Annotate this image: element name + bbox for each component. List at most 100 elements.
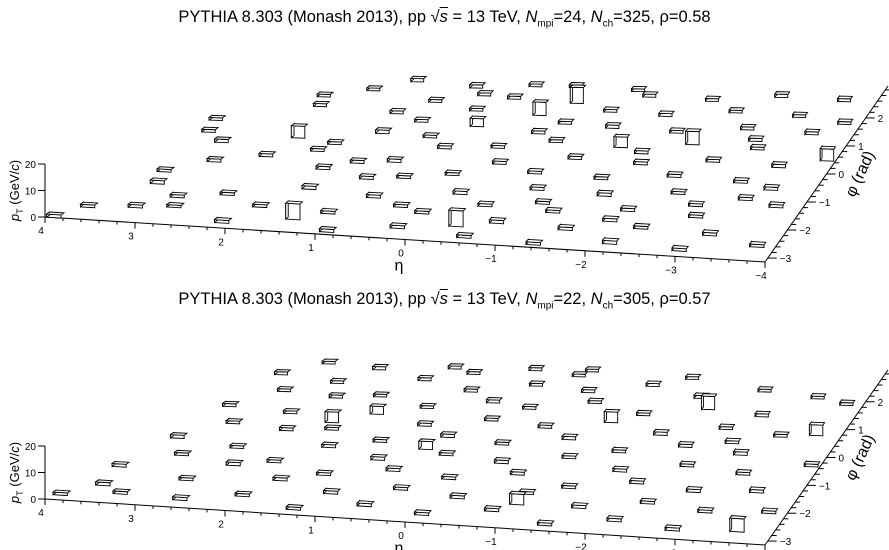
tower	[670, 187, 688, 196]
tower	[544, 206, 563, 214]
tower	[290, 122, 309, 139]
tower	[483, 504, 502, 513]
eta-tick-label: −3	[665, 265, 677, 276]
tower	[632, 222, 651, 230]
tower	[641, 90, 659, 99]
tower	[684, 372, 702, 381]
tower	[527, 80, 546, 88]
tower	[233, 490, 254, 498]
tower	[276, 385, 295, 393]
tower	[265, 456, 285, 464]
eta-tick-label: −1	[485, 254, 497, 265]
tower	[700, 392, 718, 411]
tower	[392, 200, 412, 209]
tower	[657, 109, 676, 118]
tower	[365, 191, 384, 199]
tower	[45, 211, 66, 219]
sqrt-symbol: √	[430, 290, 440, 308]
tower	[684, 127, 703, 146]
tower	[557, 117, 575, 125]
tower	[94, 478, 115, 487]
tower	[748, 485, 767, 494]
tower	[439, 430, 458, 439]
tower	[601, 236, 620, 245]
tower	[760, 506, 779, 515]
tower	[111, 487, 132, 495]
tower	[465, 368, 484, 376]
tower	[371, 436, 391, 443]
tower	[372, 390, 391, 398]
tower	[320, 441, 340, 449]
tower	[580, 386, 598, 394]
tower	[218, 189, 239, 197]
tower	[587, 397, 605, 405]
tower	[468, 104, 487, 112]
tower	[804, 127, 821, 136]
tower	[529, 183, 548, 191]
tower	[509, 468, 528, 476]
tower	[326, 138, 345, 146]
tower	[371, 363, 390, 371]
s-variable: s	[439, 8, 448, 26]
tower	[369, 453, 389, 461]
tower	[768, 200, 786, 209]
eta-tick-label: 2	[218, 237, 224, 248]
eta-tick-label: −2	[575, 543, 587, 550]
tower	[452, 187, 471, 196]
tower	[639, 497, 658, 505]
tower	[491, 157, 510, 165]
tower	[635, 409, 653, 417]
tower	[772, 430, 790, 439]
eta-axis-title: η	[395, 540, 404, 550]
tower	[836, 94, 854, 103]
tower	[388, 107, 407, 115]
tower	[527, 364, 546, 372]
phi-tick-label: 1	[858, 142, 864, 153]
pt-tick-label: 0	[30, 213, 36, 224]
tower	[728, 514, 747, 533]
tower	[748, 240, 767, 249]
eta-tick-label: 1	[308, 525, 314, 536]
tower	[177, 474, 197, 482]
tower	[476, 199, 496, 208]
tower	[685, 485, 704, 494]
tower	[468, 81, 487, 89]
pt-tick-label: 20	[25, 442, 37, 453]
tower	[537, 421, 555, 429]
phi-tick-label: −2	[799, 509, 811, 520]
tower	[810, 392, 827, 401]
nch-symbol: N	[590, 290, 603, 308]
tower	[155, 165, 176, 173]
tower	[349, 156, 368, 164]
tower	[284, 199, 304, 221]
tower	[149, 177, 169, 185]
tower	[449, 491, 468, 500]
tower	[447, 206, 467, 228]
nmpi-symbol: N	[525, 8, 538, 26]
eta-axis-title: η	[395, 258, 404, 275]
nch-subscript: ch	[602, 18, 614, 30]
eta-tick-label: −2	[575, 260, 587, 271]
phi-tick-label: −1	[819, 198, 831, 209]
tower	[395, 172, 415, 180]
nmpi-subscript: mpi	[537, 18, 554, 30]
tower	[318, 225, 338, 234]
tower	[770, 160, 789, 169]
pt-tick-label: 10	[25, 187, 37, 198]
tower	[416, 374, 435, 382]
tower	[493, 456, 512, 465]
tower	[628, 476, 647, 485]
tower	[409, 75, 428, 83]
pt-tick-label: 20	[25, 160, 37, 171]
tower	[494, 438, 513, 446]
tower	[257, 150, 277, 158]
tower	[737, 193, 755, 202]
eta-tick-label: 0	[398, 531, 404, 542]
tower	[356, 499, 375, 508]
tower	[168, 191, 189, 199]
pt-axis-title: pT (GeV/c)	[7, 160, 25, 222]
tower	[358, 172, 377, 180]
phi-tick-label: −3	[780, 537, 792, 548]
tower	[718, 422, 736, 431]
